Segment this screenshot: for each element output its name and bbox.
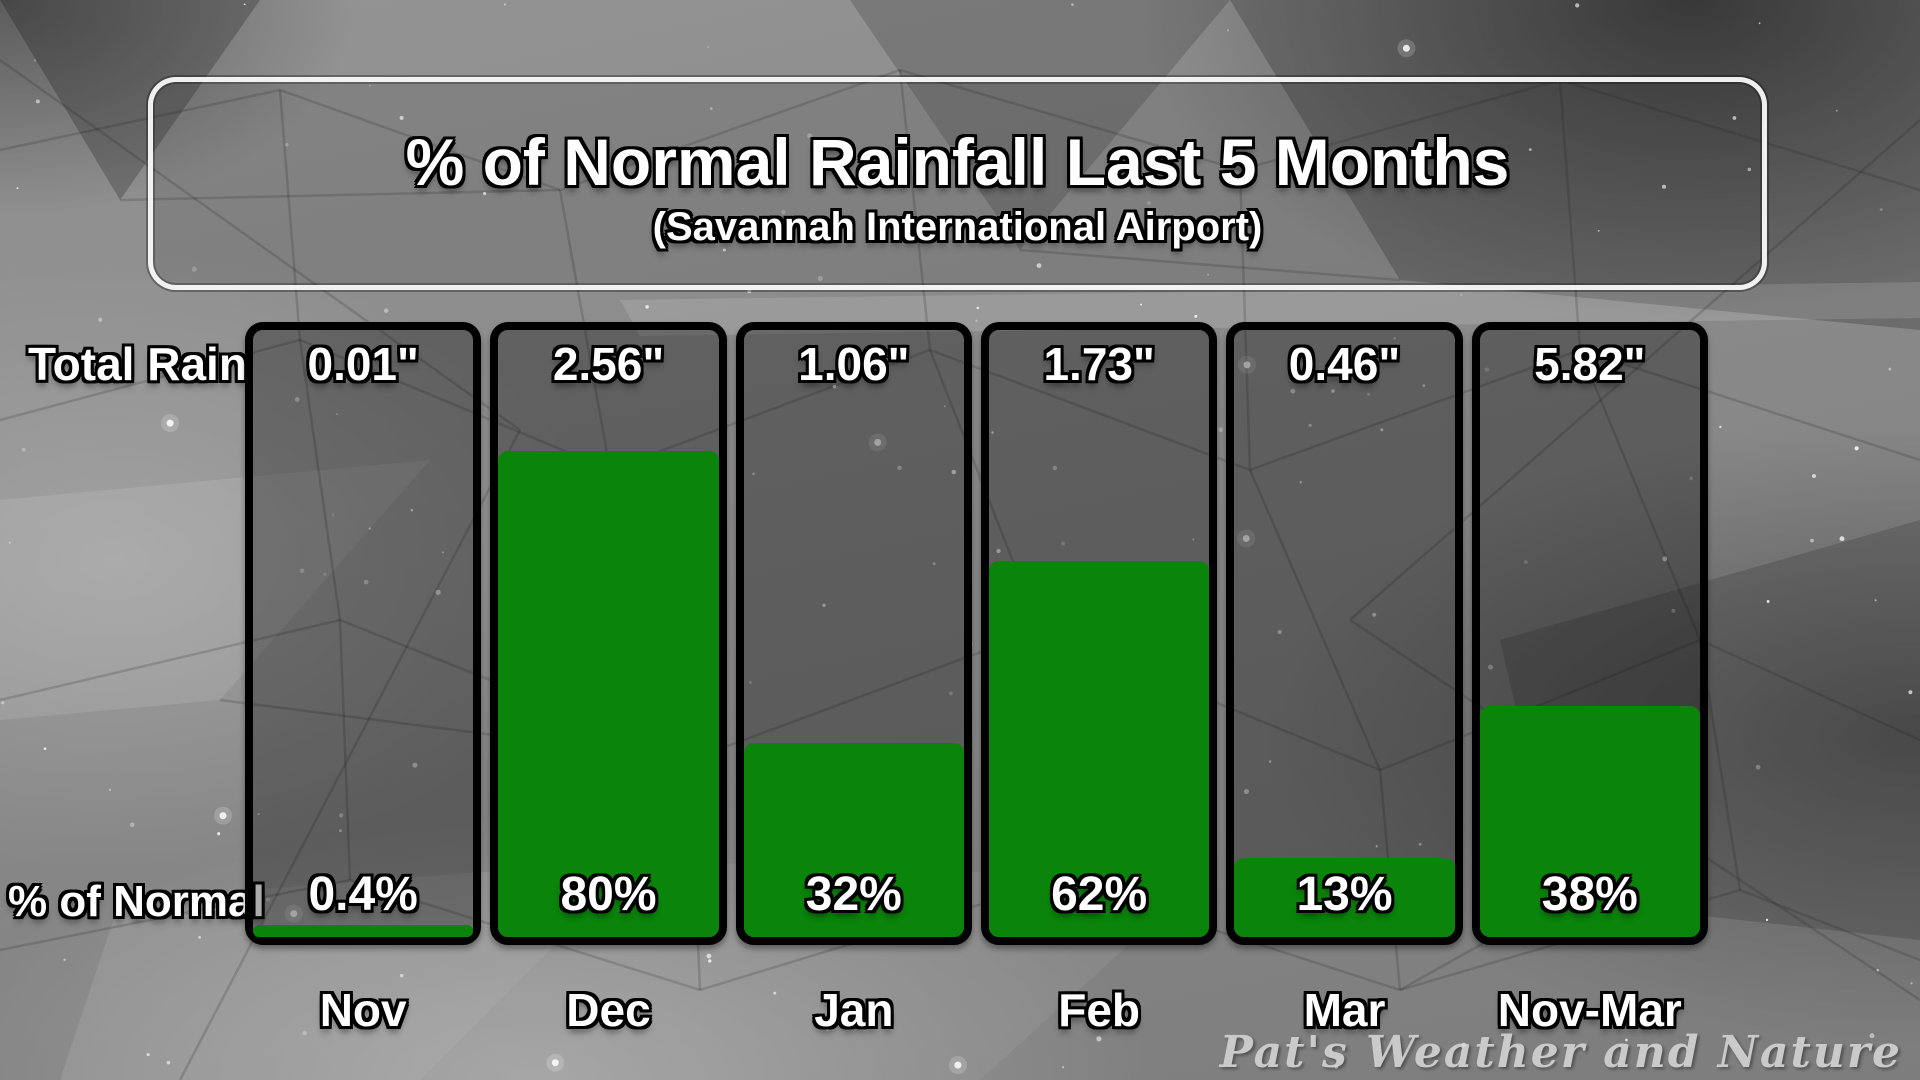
row-label-total-rain: Total Rain <box>28 338 247 390</box>
percent-value-feb: 62% <box>1051 868 1148 921</box>
bar-column-dec: 2.56" 80% Dec <box>490 322 727 1036</box>
bar-fill-mar <box>1234 858 1455 937</box>
bar-jan: 1.06" 32% <box>735 322 972 945</box>
row-label-percent-normal: % of Normal <box>8 877 265 926</box>
total-rain-value-jan: 1.06" <box>798 338 910 390</box>
percent-value-mar: 13% <box>1296 868 1393 921</box>
bar-fill-nov <box>253 924 474 937</box>
bar-fill-nov-mar <box>1479 706 1700 937</box>
bar-nov-mar: 5.82" 38% <box>1471 322 1708 945</box>
bar-fill-feb <box>988 560 1210 937</box>
bar-feb: 1.73" 62% <box>980 322 1218 945</box>
watermark: Pat's Weather and Nature <box>1219 1027 1902 1078</box>
month-label-mar: Mar <box>1303 984 1386 1036</box>
bar-fill-dec <box>498 451 719 937</box>
bar-column-nov-mar: 5.82" 38% Nov-Mar <box>1471 322 1708 1036</box>
percent-value-dec: 80% <box>560 868 657 921</box>
title-box: % of Normal Rainfall Last 5 Months (Sava… <box>148 77 1767 290</box>
percent-value-nov: 0.4% <box>308 868 418 921</box>
month-label-jan: Jan <box>814 984 894 1036</box>
percent-value-jan: 32% <box>805 868 902 921</box>
month-label-dec: Dec <box>566 984 651 1036</box>
bar-chart: 0.01" 0.4% Nov 2.56" 80% Dec 1.06" 32% Jan 1.73" 6… <box>245 322 1708 1036</box>
total-rain-value-mar: 0.46" <box>1288 338 1401 390</box>
percent-value-nov-mar: 38% <box>1541 868 1638 921</box>
month-label-feb: Feb <box>1058 984 1141 1036</box>
bar-mar: 0.46" 13% <box>1226 322 1463 945</box>
total-rain-value-nov: 0.01" <box>307 338 419 390</box>
bar-column-jan: 1.06" 32% Jan <box>735 322 972 1036</box>
bar-column-nov: 0.01" 0.4% Nov <box>245 322 482 1036</box>
chart-title: % of Normal Rainfall Last 5 Months <box>405 124 1510 199</box>
total-rain-value-nov-mar: 5.82" <box>1534 338 1646 390</box>
bar-column-mar: 0.46" 13% Mar <box>1226 322 1463 1036</box>
bar-nov: 0.01" 0.4% <box>245 322 482 945</box>
bar-dec: 2.56" 80% <box>490 322 727 945</box>
total-rain-value-feb: 1.73" <box>1043 338 1155 390</box>
month-label-nov-mar: Nov-Mar <box>1497 984 1682 1036</box>
chart-subtitle: (Savannah International Airport) <box>652 204 1263 249</box>
bar-column-feb: 1.73" 62% Feb <box>980 322 1218 1036</box>
month-label-nov: Nov <box>319 984 407 1036</box>
total-rain-value-dec: 2.56" <box>552 338 665 390</box>
bar-fill-jan <box>743 742 964 937</box>
